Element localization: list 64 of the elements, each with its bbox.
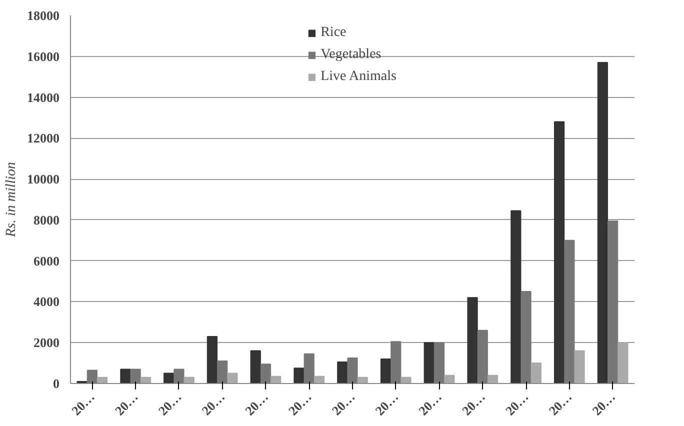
bar <box>217 360 228 384</box>
y-tick-label: 4000 <box>34 294 60 310</box>
bar <box>206 336 218 384</box>
x-tick-label: 20… <box>285 389 314 418</box>
x-tick-label: 20… <box>416 389 445 418</box>
bar <box>184 376 194 384</box>
y-tick-label: 18000 <box>27 8 60 23</box>
x-tick-label: 20… <box>372 389 402 418</box>
legend-label: Live Animals <box>320 69 396 85</box>
bar <box>467 297 478 384</box>
bar <box>574 350 585 384</box>
bar <box>434 342 445 384</box>
bar <box>400 376 412 384</box>
y-tick-label: 2000 <box>34 335 60 350</box>
legend-label: Rice <box>320 25 346 41</box>
bar <box>304 353 314 384</box>
bar <box>554 121 565 384</box>
bar <box>347 357 358 384</box>
bar <box>618 342 628 384</box>
bar <box>390 341 402 384</box>
bar <box>597 62 608 384</box>
bar <box>564 240 575 384</box>
bar <box>520 291 532 384</box>
bar <box>337 362 348 384</box>
bar <box>97 376 108 384</box>
legend-label: Vegetables <box>320 47 382 63</box>
y-axis-title: Rs. in million <box>4 162 19 238</box>
y-tick-label: 6000 <box>34 253 60 268</box>
x-tick-label: 20… <box>112 389 141 418</box>
x-tick-label: 20… <box>458 389 488 418</box>
bar <box>357 376 368 384</box>
y-tick-label: 12000 <box>27 130 60 146</box>
y-tick-label: 14000 <box>27 90 60 105</box>
bar <box>424 342 434 384</box>
bar <box>250 350 261 384</box>
bar <box>477 330 488 384</box>
bar <box>174 368 184 384</box>
bar <box>444 374 455 384</box>
y-tick-label: 16000 <box>27 48 60 64</box>
bar <box>380 358 392 384</box>
bar <box>120 368 131 384</box>
bar <box>270 376 282 384</box>
x-tick-label: 20… <box>198 389 228 418</box>
bar <box>487 374 498 384</box>
bar <box>227 372 238 384</box>
bar <box>608 220 618 384</box>
y-tick-label: 8000 <box>34 212 60 228</box>
bar <box>130 368 141 384</box>
x-tick-label: 20… <box>68 389 98 418</box>
y-tick-label: 0 <box>53 376 60 391</box>
bar <box>260 364 272 384</box>
bar <box>294 368 304 384</box>
x-tick-label: 20… <box>155 389 184 418</box>
bar <box>86 370 98 384</box>
bar <box>314 376 325 384</box>
bar <box>530 362 542 384</box>
bar <box>140 376 152 384</box>
y-tick-label: 10000 <box>27 172 60 187</box>
x-tick-label: 20… <box>546 389 575 418</box>
x-tick-label: 20… <box>589 389 618 418</box>
x-tick-label: 20… <box>502 389 532 418</box>
bar <box>510 210 522 384</box>
x-tick-label: 20… <box>328 389 358 418</box>
x-tick-label: 20… <box>242 389 272 418</box>
